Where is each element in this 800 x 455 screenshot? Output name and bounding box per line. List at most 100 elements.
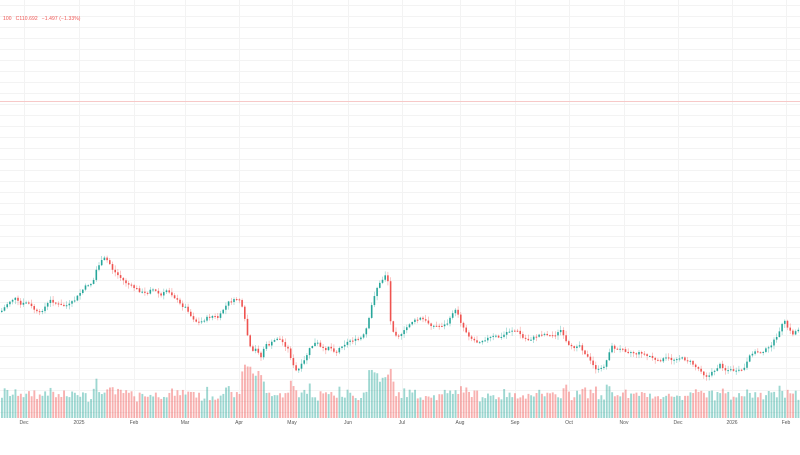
volume-bar <box>354 398 357 418</box>
volume-bar <box>770 392 773 418</box>
volume-bar <box>678 396 681 418</box>
volume-bar <box>19 393 22 418</box>
candle-up <box>233 299 235 303</box>
volume-bar <box>662 397 665 418</box>
candle-up <box>778 331 781 338</box>
volume-bar <box>430 397 433 418</box>
candle-down <box>476 340 478 343</box>
candle-down <box>357 338 359 340</box>
volume-bar <box>667 393 670 418</box>
volume-bar <box>360 397 362 418</box>
volume-bar <box>9 396 11 418</box>
candle-down <box>252 346 254 351</box>
volume-bar <box>160 398 163 418</box>
candle-down <box>624 349 627 352</box>
volume-bar <box>419 397 422 418</box>
volume-bar <box>481 397 484 418</box>
volume-bar <box>562 388 565 418</box>
candle-down <box>333 348 335 352</box>
candle-up <box>716 368 719 371</box>
volume-bar <box>605 384 608 418</box>
candle-down <box>168 290 170 293</box>
candle-down <box>549 335 551 337</box>
candle-down <box>106 257 108 261</box>
candle-down <box>52 299 54 303</box>
candle-down <box>635 353 638 355</box>
volume-bar <box>244 364 246 418</box>
volume-bar <box>711 390 713 418</box>
candle-down <box>659 360 662 362</box>
volume-bar <box>352 395 354 418</box>
candle-up <box>735 370 737 372</box>
candle-up <box>219 313 222 318</box>
time-axis-label: Apr <box>235 420 243 426</box>
volume-bar <box>565 384 568 418</box>
candle-down <box>214 316 216 318</box>
volume-bar <box>303 389 306 418</box>
candle-down <box>111 264 114 270</box>
candle-down <box>595 365 597 370</box>
candle-up <box>708 375 710 377</box>
volume-bar <box>686 395 689 418</box>
volume-bar <box>230 392 233 418</box>
candle-up <box>3 307 6 311</box>
candle-down <box>109 260 111 265</box>
candle-up <box>98 265 100 270</box>
volume-bar <box>90 399 92 418</box>
volume-bar <box>384 377 387 418</box>
volume-bar <box>379 381 381 418</box>
candle-up <box>362 334 365 338</box>
volume-bar <box>703 392 705 418</box>
volume-bar <box>14 389 17 418</box>
candle-down <box>281 339 284 343</box>
volume-bar <box>136 401 138 418</box>
volume-bar <box>759 392 762 418</box>
candle-up <box>100 260 103 266</box>
volume-bar <box>109 387 111 418</box>
candle-down <box>154 289 157 291</box>
candle-down <box>416 319 419 321</box>
volume-bar <box>514 393 516 418</box>
volume-bar <box>249 366 252 418</box>
volume-bar <box>794 390 797 418</box>
candle-down <box>697 367 700 369</box>
candle-down <box>568 341 570 345</box>
volume-bar <box>738 393 740 418</box>
volume-bar <box>387 374 389 418</box>
volume-bar <box>751 397 754 418</box>
volume-bar <box>638 395 641 418</box>
candle-down <box>389 281 392 322</box>
candle-up <box>751 353 754 356</box>
candle-up <box>343 344 346 347</box>
candle-down <box>546 333 548 336</box>
candle-down <box>422 317 424 320</box>
candle-up <box>446 323 449 325</box>
volume-bar <box>30 396 33 418</box>
volume-bar <box>468 391 470 418</box>
candle-down <box>465 327 467 333</box>
candle-up <box>638 351 640 355</box>
volume-bar <box>416 398 419 418</box>
volume-bar <box>206 386 209 418</box>
candle-down <box>268 344 270 346</box>
candle-down <box>157 290 160 294</box>
volume-bar <box>530 395 533 418</box>
volume-bar <box>268 392 271 418</box>
candle-down <box>527 338 530 341</box>
candle-up <box>781 323 783 332</box>
volume-bar <box>608 386 611 418</box>
candle-down <box>187 306 189 312</box>
volume-bar <box>773 391 776 418</box>
candle-down <box>319 342 322 347</box>
volume-bar <box>551 392 554 418</box>
volume-bar <box>395 396 398 418</box>
candle-up <box>505 332 508 335</box>
candle-up <box>79 293 81 296</box>
volume-bar <box>241 371 244 418</box>
candle-down <box>468 332 470 337</box>
candle-down <box>171 292 173 296</box>
candle-up <box>743 367 746 370</box>
volume-bar <box>103 392 106 418</box>
